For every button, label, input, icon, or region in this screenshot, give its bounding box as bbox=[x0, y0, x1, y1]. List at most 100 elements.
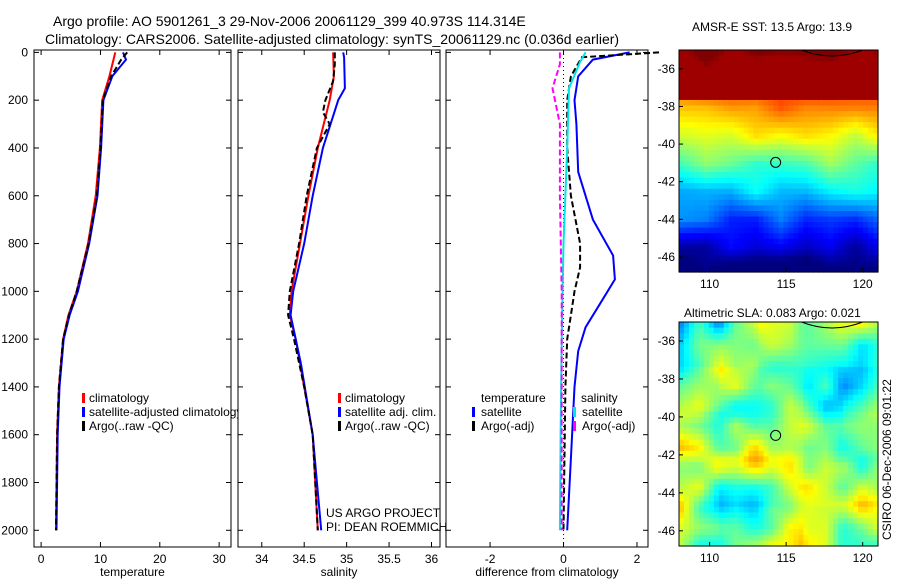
map-cell bbox=[808, 400, 814, 407]
map-cell bbox=[813, 501, 819, 508]
map-cell bbox=[803, 344, 809, 351]
map-cell bbox=[773, 540, 780, 547]
map-cell bbox=[868, 161, 874, 168]
map-cell bbox=[748, 389, 755, 396]
map-cell bbox=[688, 216, 695, 223]
map-cell bbox=[818, 344, 824, 351]
map-cell bbox=[828, 227, 834, 234]
map-cell bbox=[679, 467, 685, 474]
map-cell bbox=[733, 512, 740, 519]
map-cell bbox=[838, 378, 844, 385]
map-cell bbox=[693, 111, 700, 118]
map-cell bbox=[793, 255, 799, 262]
map-cell bbox=[838, 83, 844, 90]
map-cell bbox=[858, 260, 864, 268]
map-cell bbox=[773, 462, 780, 469]
map-cell bbox=[798, 366, 804, 373]
map-cell bbox=[818, 383, 824, 390]
map-cell bbox=[823, 222, 829, 229]
map-cell bbox=[723, 83, 730, 90]
map-cell bbox=[793, 484, 799, 491]
map-cell bbox=[783, 149, 790, 157]
map-cell bbox=[733, 66, 740, 73]
map-cell bbox=[823, 355, 829, 362]
map-cell bbox=[848, 327, 854, 334]
map-cell bbox=[763, 55, 770, 62]
map-cell bbox=[813, 540, 819, 547]
map-cell bbox=[679, 434, 685, 441]
map-cell bbox=[788, 155, 795, 162]
map-cell bbox=[793, 177, 799, 184]
map-cell bbox=[863, 478, 869, 485]
map-cell bbox=[778, 338, 785, 345]
map-cell bbox=[858, 122, 864, 129]
map-cell bbox=[728, 445, 735, 452]
map-cell bbox=[683, 199, 690, 206]
map-cell bbox=[848, 216, 854, 223]
map-cell bbox=[838, 434, 844, 441]
map-cell bbox=[758, 222, 765, 229]
map-cell bbox=[803, 383, 809, 390]
map-cell bbox=[733, 428, 740, 435]
map-cell bbox=[848, 155, 854, 162]
map-cell bbox=[748, 99, 755, 107]
map-cell bbox=[768, 127, 775, 134]
map-cell bbox=[843, 456, 849, 463]
map-cell bbox=[763, 172, 770, 179]
map-cell bbox=[733, 260, 740, 268]
map-cell bbox=[838, 266, 844, 273]
map-cell bbox=[703, 111, 710, 118]
map-cell bbox=[679, 428, 685, 435]
map-cell bbox=[758, 149, 765, 157]
map-cell bbox=[688, 327, 695, 334]
legend-label: satellite bbox=[481, 405, 522, 419]
map-cell bbox=[783, 534, 790, 541]
map-cell bbox=[743, 172, 750, 179]
map-cell bbox=[758, 518, 765, 525]
map-cell bbox=[728, 506, 735, 513]
map-cell bbox=[848, 406, 854, 413]
map-cell bbox=[853, 322, 859, 329]
map-cell bbox=[708, 411, 715, 418]
map-cell bbox=[873, 105, 879, 112]
map-cell bbox=[838, 88, 844, 95]
map-cell bbox=[679, 462, 685, 469]
map-cell bbox=[858, 188, 864, 195]
map-cell bbox=[788, 428, 795, 435]
map-cell bbox=[853, 183, 859, 190]
map-cell bbox=[863, 406, 869, 413]
map-cell bbox=[708, 473, 715, 480]
map-cell bbox=[813, 55, 819, 62]
map-cell bbox=[738, 512, 745, 519]
map-cell bbox=[793, 400, 799, 407]
map-cell bbox=[818, 406, 824, 413]
map-cell bbox=[713, 144, 720, 151]
map-cell bbox=[778, 372, 785, 379]
y-tick-label: 1200 bbox=[1, 332, 28, 346]
map-cell bbox=[793, 222, 799, 229]
map-cell bbox=[728, 249, 735, 256]
map-cell bbox=[713, 350, 720, 357]
map-cell bbox=[683, 249, 690, 256]
map-cell bbox=[843, 361, 849, 368]
map-cell bbox=[738, 389, 745, 396]
map-cell bbox=[758, 523, 765, 530]
map-cell bbox=[873, 55, 879, 62]
map-cell bbox=[828, 490, 834, 497]
map-cell bbox=[843, 327, 849, 334]
map-cell bbox=[873, 450, 879, 457]
map-cell bbox=[868, 260, 874, 268]
map-cell bbox=[753, 66, 760, 73]
map-cell bbox=[748, 322, 755, 329]
map-cell bbox=[823, 116, 829, 123]
map-cell bbox=[823, 266, 829, 273]
map-cell bbox=[768, 50, 775, 57]
map-cell bbox=[773, 99, 780, 107]
map-cell bbox=[873, 411, 879, 418]
map-cell bbox=[868, 372, 874, 379]
map-cell bbox=[868, 361, 874, 368]
map-cell bbox=[748, 422, 755, 429]
map-cell bbox=[758, 88, 765, 95]
map-cell bbox=[728, 55, 735, 62]
series-line-salinity-argo bbox=[551, 52, 563, 531]
